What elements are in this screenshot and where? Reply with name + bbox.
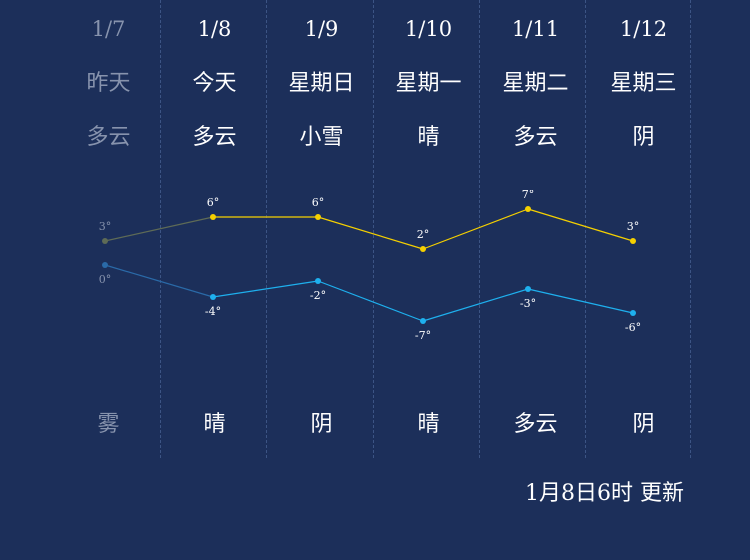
high-temp-line <box>317 216 424 250</box>
column-divider <box>373 0 374 458</box>
low-temp-line <box>317 280 424 322</box>
high-temp-label: 3° <box>627 220 640 233</box>
low-temp-point <box>102 262 108 268</box>
high-temp-point <box>630 238 636 244</box>
column-divider <box>479 0 480 458</box>
date-label: 1/11 <box>511 17 560 41</box>
night-weather-label: 阴 <box>310 412 333 437</box>
low-temp-label: -6° <box>625 321 641 334</box>
weekday-label: 星期二 <box>502 71 569 96</box>
low-temp-label: -3° <box>520 297 536 310</box>
day-weather-label: 多云 <box>86 125 131 150</box>
weekday-label: 昨天 <box>86 71 131 96</box>
column-divider <box>266 0 267 458</box>
high-temp-point <box>525 206 531 212</box>
high-temp-line <box>104 216 214 242</box>
high-temp-label: 3° <box>99 220 112 233</box>
day-weather-label: 小雪 <box>299 125 344 150</box>
night-weather-label: 多云 <box>513 412 558 437</box>
low-temp-label: -2° <box>310 289 326 302</box>
date-label: 1/7 <box>91 17 126 41</box>
date-label: 1/8 <box>197 17 232 41</box>
night-weather-label: 晴 <box>417 412 440 437</box>
weekday-label: 今天 <box>192 71 237 96</box>
low-temp-point <box>420 318 426 324</box>
high-temp-point <box>420 246 426 252</box>
weekday-label: 星期日 <box>288 71 355 96</box>
high-temp-point <box>210 214 216 220</box>
low-temp-label: 0° <box>99 273 112 286</box>
low-temp-label: -7° <box>415 329 431 342</box>
weekday-label: 星期一 <box>395 71 462 96</box>
high-temp-point <box>315 214 321 220</box>
low-temp-point <box>525 286 531 292</box>
day-weather-label: 多云 <box>192 125 237 150</box>
day-weather-label: 多云 <box>513 125 558 150</box>
date-label: 1/9 <box>304 17 339 41</box>
night-weather-label: 雾 <box>97 412 120 437</box>
low-temp-label: -4° <box>205 305 221 318</box>
low-temp-point <box>315 278 321 284</box>
low-temp-line <box>422 288 529 322</box>
date-label: 1/12 <box>619 17 668 41</box>
high-temp-point <box>102 238 108 244</box>
high-temp-line <box>527 208 634 242</box>
day-weather-label: 晴 <box>417 125 440 150</box>
low-temp-point <box>210 294 216 300</box>
high-temp-label: 2° <box>417 228 430 241</box>
night-weather-label: 阴 <box>632 412 655 437</box>
day-weather-label: 阴 <box>632 125 655 150</box>
high-temp-label: 6° <box>312 196 325 209</box>
low-temp-point <box>630 310 636 316</box>
low-temp-line <box>527 288 634 314</box>
weekday-label: 星期三 <box>610 71 677 96</box>
column-divider <box>690 0 691 458</box>
high-temp-label: 7° <box>522 190 535 201</box>
update-time: 1月8日6时 更新 <box>525 481 684 506</box>
date-label: 1/10 <box>404 17 453 41</box>
column-divider <box>585 0 586 458</box>
low-temp-line <box>212 280 319 298</box>
low-temp-line <box>104 264 214 298</box>
temperature-chart: 3° 6° 6° 2° 7° 3° 0° -4° -2° -7° -3° -6° <box>99 190 641 342</box>
night-weather-label: 晴 <box>203 412 226 437</box>
high-temp-label: 6° <box>207 196 220 209</box>
high-temp-line <box>422 208 529 250</box>
